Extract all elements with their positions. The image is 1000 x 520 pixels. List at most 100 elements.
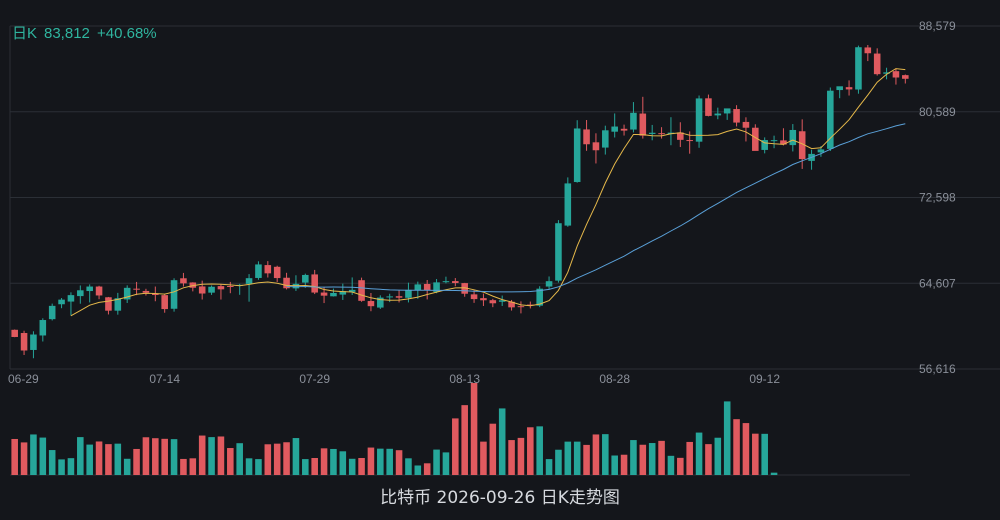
candle	[695, 95, 703, 148]
volume-bar	[358, 458, 365, 475]
candle	[311, 269, 318, 295]
volume-bar	[667, 455, 675, 475]
x-tick-label: 06-29	[8, 372, 39, 386]
candle	[667, 117, 675, 146]
volume-bar	[723, 401, 731, 475]
volume-bar	[39, 437, 47, 475]
volume-bar	[761, 433, 768, 475]
candle	[892, 68, 900, 85]
candle	[602, 125, 609, 155]
volume-bar	[227, 448, 234, 475]
candle	[123, 285, 131, 303]
volume-bar	[705, 444, 712, 475]
candle	[770, 135, 778, 149]
candle	[639, 96, 647, 139]
y-tick-label: 64,607	[919, 276, 956, 290]
candle	[86, 284, 93, 303]
volume-bar	[423, 463, 431, 475]
volume-bar	[133, 448, 140, 475]
candle	[114, 292, 122, 315]
candle	[827, 87, 834, 152]
volume-bar	[695, 432, 703, 475]
candle	[845, 80, 853, 96]
x-tick-label: 07-29	[299, 372, 330, 386]
candle	[527, 301, 534, 309]
candle	[217, 284, 225, 300]
volume-bar	[320, 448, 328, 475]
volume-bar	[583, 444, 590, 475]
candle	[902, 74, 909, 84]
candle	[873, 48, 881, 76]
candle	[480, 293, 487, 306]
volume-bar	[302, 459, 309, 475]
volume-bar	[170, 439, 178, 475]
volume-bar	[573, 441, 581, 475]
candle	[30, 331, 37, 359]
candle	[264, 261, 272, 278]
candle	[611, 113, 618, 138]
candle	[48, 303, 56, 321]
candle	[273, 265, 281, 283]
candle	[714, 107, 722, 120]
volume-bar	[142, 437, 150, 475]
candle	[592, 133, 600, 164]
candle	[470, 290, 478, 303]
volume-bar	[611, 455, 618, 475]
candle	[283, 272, 290, 290]
candle	[789, 124, 797, 152]
volume-bar	[452, 418, 459, 475]
volume-bar	[433, 449, 440, 475]
moving-average-lines	[70, 68, 906, 317]
candle	[423, 279, 431, 300]
candle	[386, 293, 393, 303]
volume-bar	[555, 449, 562, 475]
volume-bar	[58, 459, 65, 475]
candle	[67, 292, 75, 316]
volume-bar	[123, 458, 131, 475]
change-percent: +40.68%	[97, 25, 157, 42]
candle	[808, 149, 815, 170]
candle	[780, 128, 787, 146]
candle	[367, 292, 375, 312]
volume-bar	[527, 427, 534, 475]
candle	[180, 272, 187, 287]
candle	[864, 44, 872, 62]
volume-bar	[236, 443, 243, 475]
volume-bar	[245, 458, 253, 475]
volume-bar	[77, 437, 84, 475]
candle	[227, 281, 234, 294]
volume-bar	[30, 434, 37, 475]
x-axis-ticks: 06-29 07-14 07-29 08-13 08-28 09-12	[8, 372, 780, 386]
candle	[498, 295, 506, 306]
chart-caption: 比特币 2026-09-26 日K走势图	[380, 488, 620, 508]
volume-bar	[189, 458, 197, 475]
x-tick-label: 09-12	[749, 372, 780, 386]
volume-bar	[208, 437, 215, 475]
volume-bars	[11, 383, 778, 475]
volume-bar	[686, 441, 693, 475]
candle	[489, 298, 497, 308]
volume-bar	[602, 434, 609, 475]
last-price: 83,812	[44, 25, 90, 42]
volume-bar	[545, 459, 553, 475]
x-tick-label: 08-13	[449, 372, 480, 386]
volume-bar	[105, 444, 112, 475]
candle	[105, 296, 112, 315]
volume-bar	[292, 438, 300, 475]
volume-bar	[161, 438, 168, 475]
volume-bar	[498, 408, 506, 475]
volume-bar	[592, 434, 600, 475]
y-axis-ticks: 88,579 80,589 72,598 64,607 56,616	[919, 19, 956, 376]
x-tick-label: 08-28	[599, 372, 630, 386]
volume-bar	[752, 433, 759, 475]
ma-short-line	[70, 68, 906, 317]
candle	[377, 295, 384, 309]
volume-bar	[733, 419, 740, 475]
volume-bar	[770, 472, 778, 475]
volume-bar	[461, 405, 468, 475]
chart-header: 日K 83,812 +40.68%	[12, 25, 157, 42]
candle	[461, 282, 468, 297]
candle	[761, 137, 768, 154]
volume-bar	[217, 436, 225, 475]
volume-bar	[86, 444, 93, 475]
